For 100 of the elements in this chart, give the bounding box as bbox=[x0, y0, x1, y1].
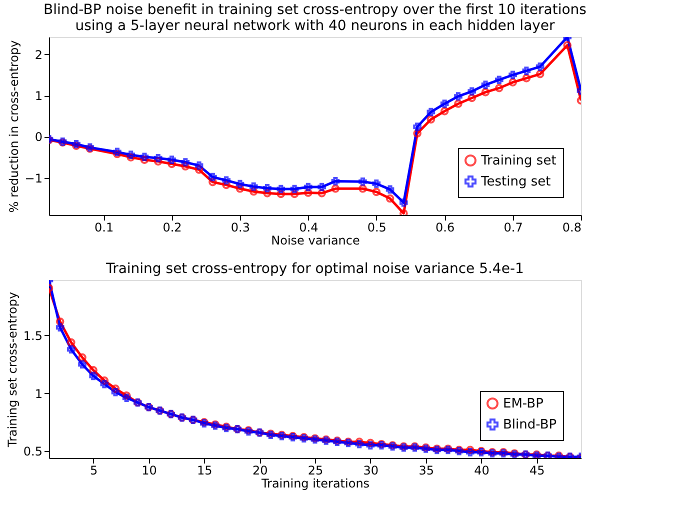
x-tick-label: 0.7 bbox=[504, 220, 523, 234]
legend-label: EM-BP bbox=[503, 396, 544, 412]
y-tick-label: 1.5 bbox=[23, 328, 42, 343]
point bbox=[122, 391, 131, 400]
point bbox=[563, 41, 572, 50]
point bbox=[181, 162, 190, 171]
point bbox=[454, 92, 462, 100]
point bbox=[56, 317, 64, 326]
y-tick-label: 2 bbox=[34, 48, 42, 62]
point bbox=[466, 446, 474, 454]
y-tick-label: 1 bbox=[34, 386, 42, 401]
x-tick-label: 25 bbox=[308, 464, 324, 478]
point bbox=[318, 182, 326, 192]
point bbox=[304, 188, 312, 197]
point bbox=[454, 100, 462, 108]
point bbox=[194, 166, 204, 174]
point bbox=[355, 440, 364, 448]
point bbox=[168, 156, 176, 164]
y-tick-label: 0.5 bbox=[23, 444, 42, 459]
point bbox=[372, 188, 381, 196]
point bbox=[100, 376, 109, 385]
x-axis-title: Training iterations bbox=[260, 476, 370, 490]
x-tick-label: 0.1 bbox=[94, 220, 114, 234]
y-tick-label: −1 bbox=[24, 171, 42, 186]
point bbox=[372, 180, 381, 188]
x-tick-label: 0.4 bbox=[299, 220, 318, 234]
x-tick-label: 30 bbox=[363, 464, 379, 478]
legend-label: Testing set bbox=[480, 174, 551, 190]
point bbox=[56, 323, 64, 332]
x-tick-label: 35 bbox=[418, 464, 434, 478]
point bbox=[426, 115, 436, 124]
legend-label: Blind-BP bbox=[503, 418, 557, 432]
chart-title: Blind-BP noise benefit in training set cross-entropy over the first 10 iterations using a 5-layer neural network with 40 neurons in each hidden layer bbox=[44, 2, 586, 34]
x-tick-label: 0.3 bbox=[230, 220, 250, 234]
point bbox=[89, 366, 98, 374]
point bbox=[263, 189, 272, 198]
point bbox=[468, 94, 476, 102]
point bbox=[168, 160, 176, 168]
point bbox=[331, 184, 340, 193]
point bbox=[67, 345, 76, 354]
point bbox=[536, 70, 544, 78]
point bbox=[318, 189, 326, 198]
y-axis-title: % reduction in cross-entropy bbox=[6, 40, 21, 213]
point bbox=[263, 184, 272, 192]
point bbox=[481, 88, 490, 96]
point bbox=[290, 190, 299, 198]
point bbox=[208, 178, 217, 186]
point bbox=[89, 372, 98, 380]
point bbox=[249, 182, 258, 191]
point bbox=[222, 180, 230, 190]
point bbox=[440, 100, 449, 108]
point bbox=[494, 84, 504, 92]
x-tick-label: 0.8 bbox=[562, 220, 582, 234]
point bbox=[154, 157, 162, 166]
point bbox=[78, 360, 86, 369]
point bbox=[276, 184, 286, 194]
point bbox=[413, 129, 422, 138]
x-tick-label: 0.2 bbox=[162, 220, 182, 234]
point bbox=[413, 122, 422, 131]
point bbox=[236, 180, 244, 188]
point bbox=[304, 182, 312, 192]
point bbox=[122, 394, 131, 402]
point bbox=[426, 108, 436, 116]
point bbox=[126, 153, 136, 162]
x-tick-label: 0.6 bbox=[436, 220, 455, 234]
point bbox=[400, 198, 408, 207]
point bbox=[355, 438, 364, 446]
point bbox=[249, 187, 258, 196]
point bbox=[366, 438, 375, 448]
point bbox=[468, 87, 476, 96]
x-tick-label: 40 bbox=[474, 464, 490, 478]
point bbox=[290, 184, 299, 194]
point bbox=[386, 185, 394, 194]
point bbox=[481, 80, 490, 89]
point bbox=[140, 152, 149, 162]
point bbox=[194, 161, 204, 170]
legend-label: Training set bbox=[480, 154, 556, 168]
point bbox=[522, 74, 531, 82]
point bbox=[222, 176, 230, 185]
point bbox=[494, 76, 504, 84]
point bbox=[111, 384, 120, 393]
point bbox=[276, 190, 286, 198]
x-tick-label: 20 bbox=[252, 464, 268, 478]
y-tick-label: 1 bbox=[34, 89, 42, 104]
chart-title: Training set cross-entropy for optimal noise variance 5.4e-1 bbox=[105, 261, 524, 277]
point bbox=[331, 177, 340, 186]
point bbox=[358, 184, 367, 193]
x-axis-title: Noise variance bbox=[271, 234, 360, 248]
x-tick-label: 10 bbox=[142, 464, 157, 478]
point bbox=[154, 154, 162, 162]
point bbox=[522, 66, 531, 75]
point bbox=[536, 62, 544, 71]
point bbox=[181, 158, 190, 166]
point bbox=[400, 209, 408, 215]
point bbox=[440, 107, 449, 116]
point bbox=[508, 78, 517, 86]
point bbox=[386, 194, 394, 203]
point bbox=[236, 184, 244, 193]
point bbox=[78, 353, 86, 362]
x-tick-label: 5 bbox=[90, 464, 98, 478]
